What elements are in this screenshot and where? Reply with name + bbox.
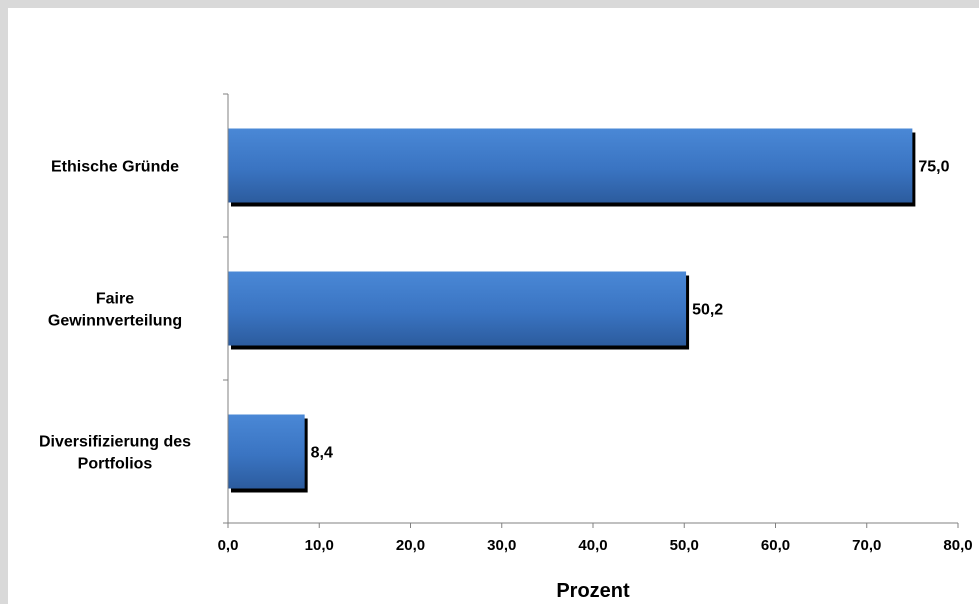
labels-layer: 75,0 Ethische Gründe 50,2 Faire Gewinnvertei…: [39, 159, 950, 473]
data-label: 75,0: [918, 159, 949, 176]
x-tick-label: 40,0: [578, 537, 607, 554]
data-label: 8,4: [311, 445, 333, 462]
bar: [228, 271, 687, 346]
x-tick-label: 10,0: [305, 537, 334, 554]
x-tick-label: 60,0: [761, 537, 790, 554]
x-tick-label: 80,0: [943, 537, 972, 554]
bar: [228, 128, 913, 203]
x-axis-title: Prozent: [556, 580, 630, 602]
data-label: 50,2: [692, 302, 723, 319]
x-tick-label: 0,0: [218, 537, 239, 554]
category-label: Diversifizierung des Portfolios: [39, 434, 191, 473]
x-tick-label: 30,0: [487, 537, 516, 554]
axis-layer: 0,0 10,0 20,0 30,0 40,0 50,0 60,0 70,0 80,0: [218, 93, 973, 554]
x-tick-label: 50,0: [670, 537, 699, 554]
category-label: Ethische Gründe: [51, 159, 179, 176]
chart-frame: 0,0 10,0 20,0 30,0 40,0 50,0 60,0 70,0 80,0 75,0…: [8, 8, 979, 604]
bar-chart: 0,0 10,0 20,0 30,0 40,0 50,0 60,0 70,0 80,0 75,0…: [39, 93, 973, 602]
bar: [228, 414, 305, 489]
x-tick-label: 20,0: [396, 537, 425, 554]
category-label: Faire Gewinnverteilung: [48, 291, 182, 330]
x-tick-label: 70,0: [852, 537, 881, 554]
bars-layer: [228, 128, 916, 493]
